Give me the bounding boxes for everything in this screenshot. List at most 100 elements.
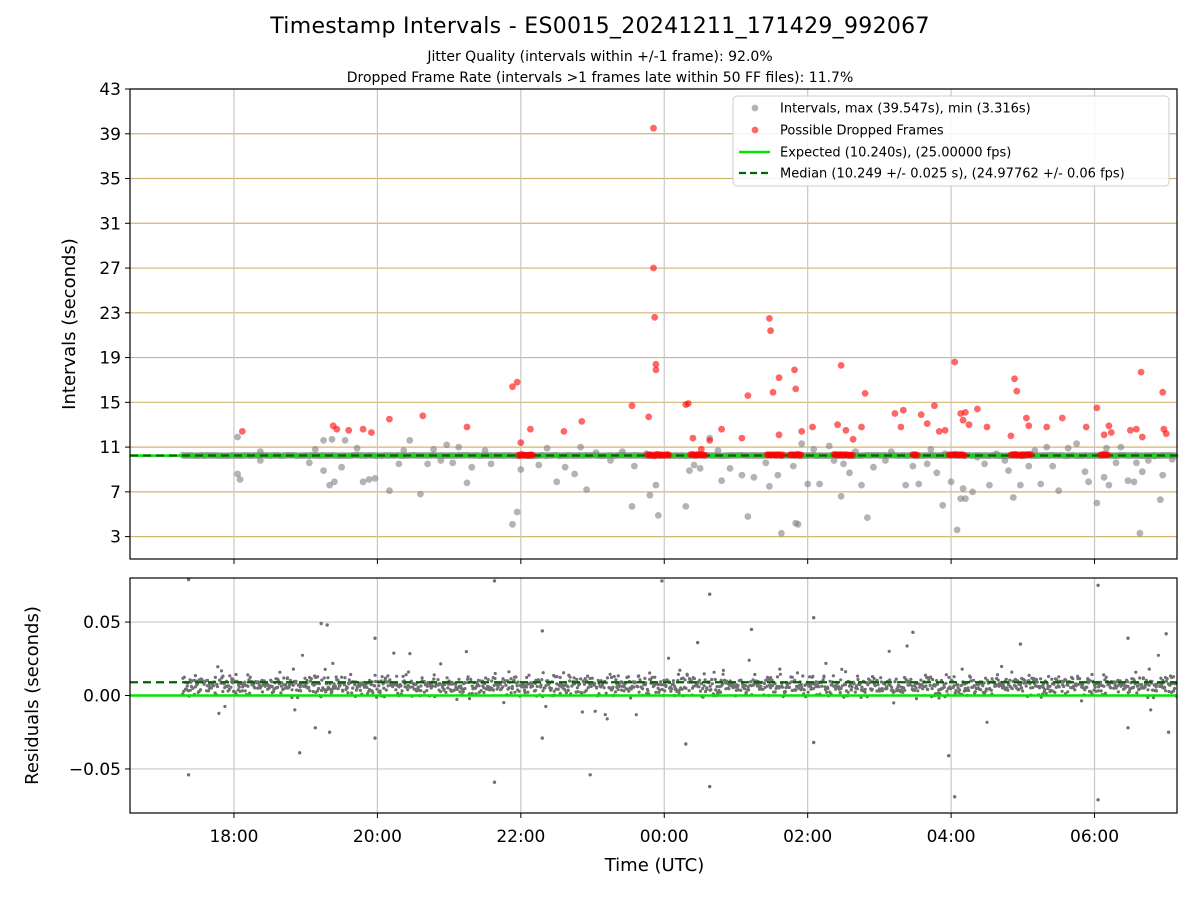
interval-point [320,467,327,474]
residual-point [739,678,743,682]
residual-point [909,677,913,681]
interval-point [646,491,654,499]
residual-point [580,691,584,696]
residual-point [308,689,312,693]
residual-point [876,683,880,687]
interval-point [256,457,264,464]
residual-point [514,675,518,679]
residual-point [698,678,702,682]
residual-point [336,678,340,682]
residual-point [566,685,570,689]
residual-point [192,678,196,682]
residual-point [714,688,718,692]
residual-point [575,686,580,690]
residual-point [783,690,788,694]
residual-point [614,678,618,682]
residual-point [1021,689,1025,693]
residual-point [1041,682,1045,686]
residual-point [461,690,465,694]
residual-point [1050,677,1054,681]
residual-point [284,683,288,687]
interval-point [509,520,516,528]
interval-point [437,457,445,464]
residual-point [1171,675,1176,679]
residual-point [365,685,369,690]
interval-point [933,469,941,477]
interval-point [804,480,812,488]
interval-point [1138,468,1146,476]
interval-point [1136,529,1144,537]
residual-point [872,676,876,681]
residual-point [641,687,645,691]
residual-point [455,697,459,702]
residual-point [1164,679,1168,683]
residual-point [503,679,507,683]
dropped-frame-point [849,435,857,443]
residual-point [875,678,879,682]
residual-point [320,678,324,682]
residual-point [523,691,527,695]
residual-point [1109,686,1113,690]
residual-point [492,780,497,784]
interval-point [543,444,551,452]
residual-point [605,717,609,721]
residual-point [353,683,357,687]
dropped-frame-point [513,378,521,386]
residual-point [384,688,388,692]
residual-point [981,684,985,688]
dropped-frame-point [359,425,367,433]
residual-point [341,689,345,693]
residual-point [989,688,993,692]
residual-point [830,682,834,687]
intervals-y-tick-label: 7 [110,483,121,503]
interval-point [798,440,806,448]
residual-point [202,682,206,686]
interval-point [1124,477,1132,485]
dropped-frame-point [779,451,787,459]
residual-point [703,678,707,682]
residual-point [795,671,800,675]
chart-title: Timestamp Intervals - ES0015_20241211_17… [270,14,930,39]
interval-point [915,480,923,488]
dropped-frame-point [651,313,659,321]
residual-point [425,684,429,688]
residual-point [944,673,948,677]
residual-point [671,679,676,683]
residual-point [439,662,443,666]
residual-point [942,685,946,689]
residual-point [765,684,769,688]
residual-point [1126,684,1130,689]
residual-point [883,682,887,686]
residual-point [840,667,844,672]
residual-point [215,685,220,689]
residual-point [747,688,751,692]
residual-point [243,689,247,693]
residual-point [839,678,843,682]
residual-point [626,675,631,679]
residual-point [223,704,227,709]
residual-point [673,684,677,689]
interval-point [328,435,336,443]
residual-point [1088,679,1092,683]
residual-point [501,685,505,689]
residual-point [671,682,675,686]
dropped-frame-point [1127,426,1134,434]
residual-point [400,689,404,693]
x-tick-label: 06:00 [1070,827,1119,847]
interval-point [455,443,463,451]
residual-point [1164,632,1168,636]
residual-point [814,680,818,684]
residual-point [191,686,195,691]
residual-point [967,688,971,693]
residual-point [650,675,654,680]
residual-point [937,696,941,700]
intervals-y-tick-label: 19 [99,349,121,369]
residual-point [846,690,850,694]
residual-point [252,682,256,687]
interval-point [766,482,773,490]
residual-point [540,678,544,682]
dropped-frame-point [509,383,516,391]
dropped-frame-point [766,315,773,322]
dropped-frame-point [463,423,471,431]
